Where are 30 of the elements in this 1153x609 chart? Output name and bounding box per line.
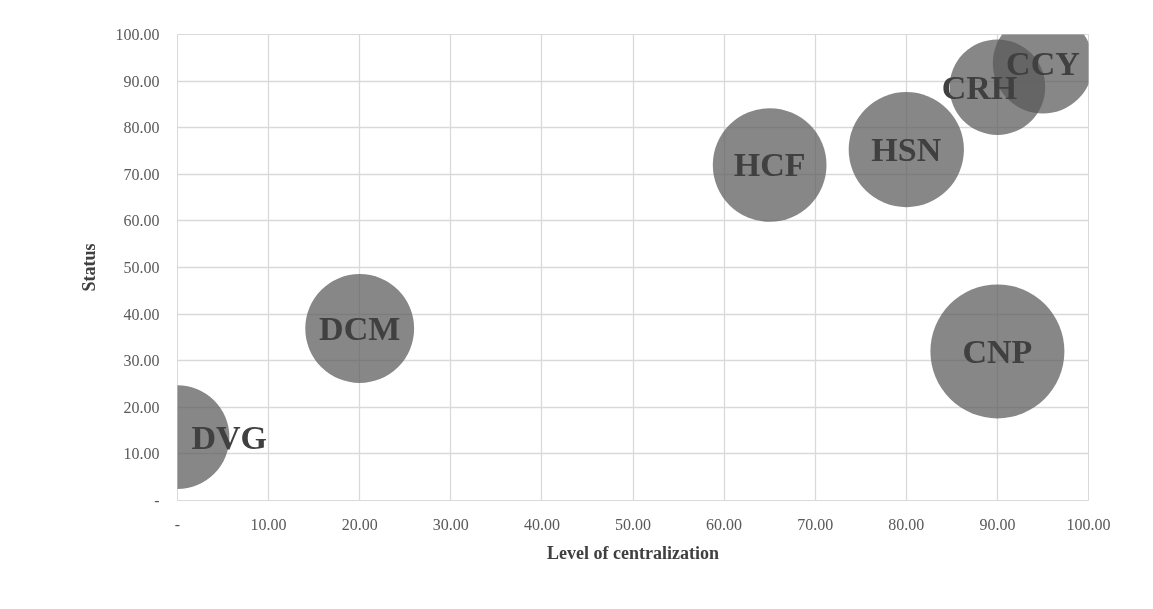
- x-tick-label: 70.00: [797, 515, 834, 533]
- x-tick-label: 100.00: [1066, 515, 1111, 533]
- x-tick-label: 20.00: [341, 515, 378, 533]
- x-tick-label: -: [174, 515, 181, 533]
- y-tick-label: 70.00: [123, 165, 160, 183]
- y-tick-label: 80.00: [123, 119, 160, 137]
- annotation: DVG: [191, 418, 268, 456]
- x-tick-label: 80.00: [888, 515, 925, 533]
- x-tick-label: 60.00: [706, 515, 743, 533]
- annotation: HSN: [871, 131, 942, 169]
- y-axis-title: Status: [78, 243, 99, 292]
- y-tick-label: 20.00: [123, 398, 160, 416]
- y-tick-label: -: [154, 492, 160, 509]
- annotation: DCM: [319, 310, 401, 348]
- y-tick-label: 40.00: [123, 305, 160, 323]
- x-tick-label: 10.00: [250, 515, 287, 533]
- annotation: CNP: [962, 332, 1033, 370]
- x-tick-label: 90.00: [979, 515, 1016, 533]
- y-tick-label: 50.00: [123, 259, 160, 276]
- y-tick-label: 30.00: [123, 352, 160, 370]
- annotation: HCF: [733, 146, 806, 184]
- y-tick-label: 90.00: [123, 72, 160, 90]
- y-tick-label: 100.00: [115, 26, 160, 43]
- y-tick-label: 60.00: [123, 212, 160, 230]
- x-tick-label: 40.00: [523, 515, 560, 533]
- x-tick-label: 30.00: [432, 515, 469, 533]
- x-tick-label: 50.00: [615, 515, 651, 533]
- y-tick-label: 10.00: [123, 445, 160, 463]
- x-axis-title: Level of centralization: [547, 542, 719, 563]
- annotation: CCY: [1006, 44, 1080, 82]
